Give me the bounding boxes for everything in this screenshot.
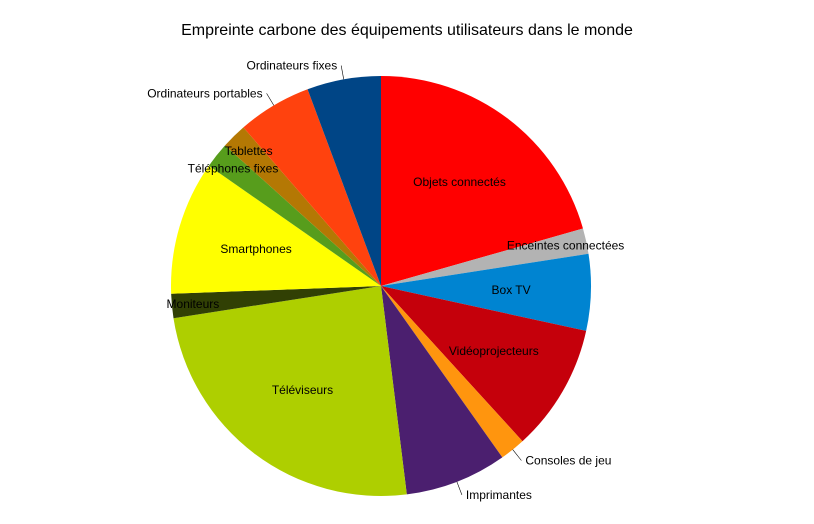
pie-slice-ordinateurs-fixes [307, 76, 381, 286]
pie-slice-ordinateurs-portables [243, 89, 381, 286]
pie-slices [170, 76, 591, 497]
pie-slice-televiseurs [173, 286, 407, 497]
pie-slice-smartphones [170, 165, 381, 294]
slice-label-ordinateurs-portables: Ordinateurs portables [147, 86, 262, 100]
slice-label-imprimantes: Imprimantes [466, 488, 532, 502]
chart-title: Empreinte carbone des équipements utilis… [181, 22, 633, 39]
slice-label-objets-connectes: Objets connectés [413, 175, 506, 189]
pie-slice-objets-connectes [381, 76, 583, 286]
slice-label-televiseurs: Téléviseurs [272, 383, 333, 397]
slice-label-videoprojecteurs: Vidéoprojecteurs [449, 344, 539, 358]
pie-slice-telephones-fixes [208, 145, 381, 286]
pie-slice-moniteurs [171, 286, 381, 319]
slice-label-enceintes-connectees: Enceintes connectées [507, 239, 624, 253]
slice-label-tablettes: Tablettes [225, 144, 273, 158]
slice-label-smartphones: Smartphones [220, 242, 291, 256]
pie-slice-enceintes-connectees [381, 228, 589, 286]
leader-line-imprimantes [456, 481, 463, 496]
slice-labels: Objets connectés Enceintes connectées Box … [147, 59, 624, 502]
pie-slice-consoles-de-jeu [381, 286, 523, 458]
pie-slice-videoprojecteurs [381, 286, 587, 442]
slice-label-box-tv: Box TV [492, 283, 531, 297]
leader-line-ordinateurs-fixes [340, 65, 344, 80]
pie-slice-imprimantes [381, 286, 503, 495]
slice-label-consoles-de-jeu: Consoles de jeu [525, 454, 611, 468]
slice-label-ordinateurs-fixes: Ordinateurs fixes [246, 59, 337, 73]
pie-slice-box-tv [381, 253, 591, 331]
leader-lines [266, 65, 522, 496]
leader-line-ordinateurs-portables [266, 93, 275, 106]
slice-label-moniteurs: Moniteurs [167, 297, 220, 311]
pie-slice-tablettes [224, 127, 381, 287]
leader-line-consoles-de-jeu [512, 449, 522, 461]
slice-label-telephones-fixes: Téléphones fixes [188, 161, 279, 175]
